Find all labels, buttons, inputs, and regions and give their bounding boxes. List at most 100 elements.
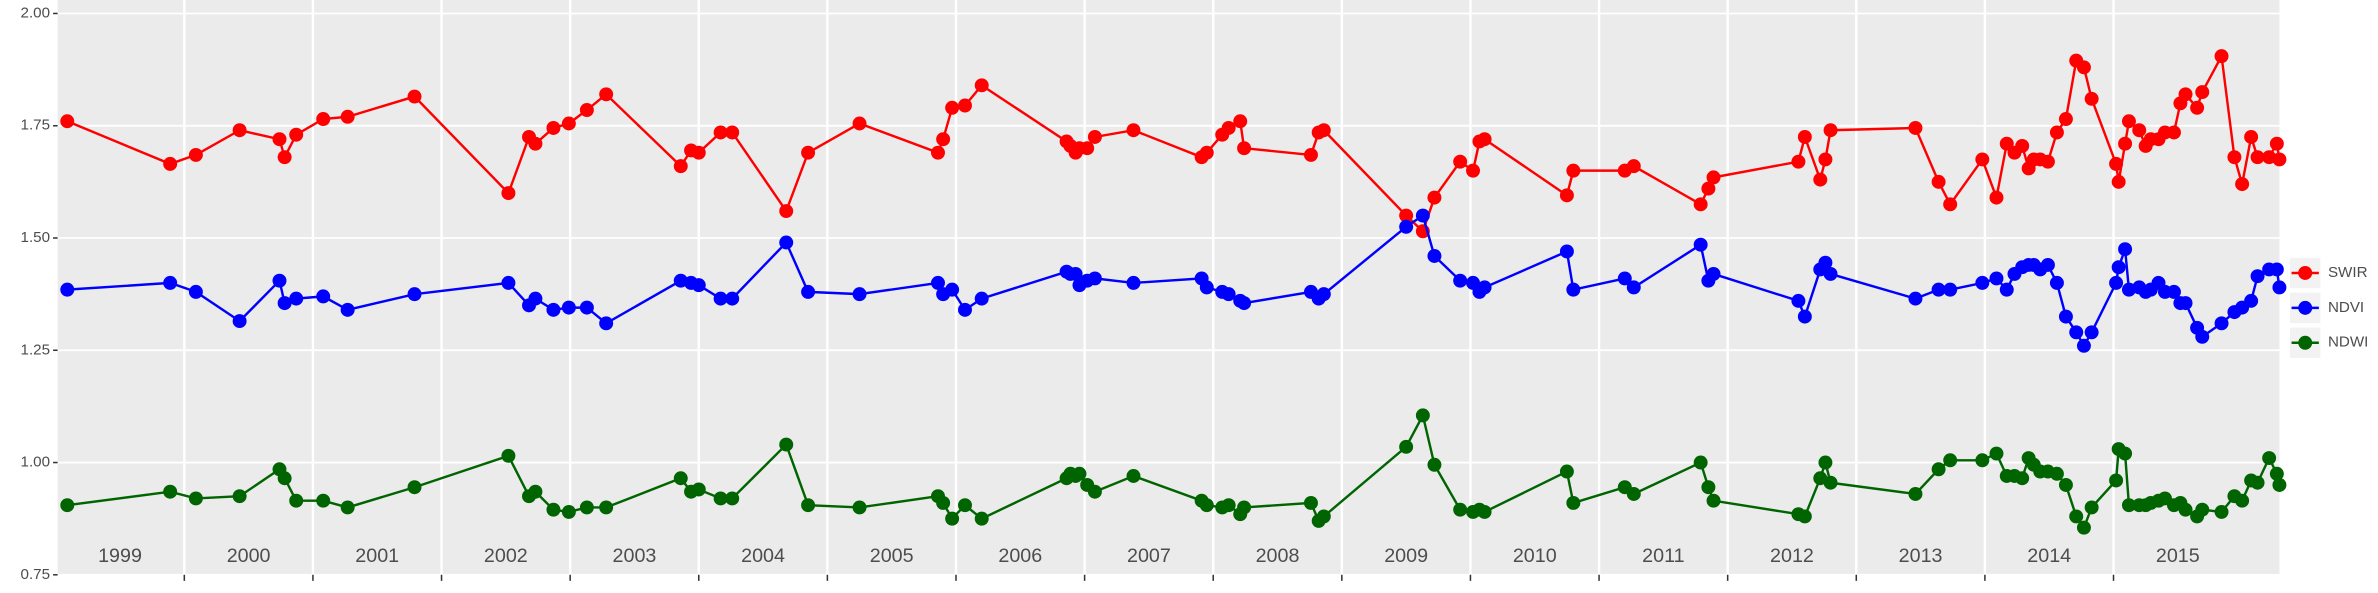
point bbox=[599, 500, 614, 515]
point bbox=[1823, 123, 1838, 138]
point bbox=[2272, 280, 2287, 295]
legend-label: NDWI bbox=[2328, 334, 2368, 351]
point bbox=[1818, 152, 1833, 167]
point bbox=[289, 291, 304, 306]
point bbox=[316, 112, 331, 126]
point bbox=[1072, 466, 1087, 481]
point bbox=[974, 291, 989, 306]
year-label: 2009 bbox=[1384, 545, 1428, 567]
point bbox=[1126, 469, 1141, 483]
point bbox=[2040, 154, 2055, 169]
point bbox=[2118, 136, 2133, 151]
legend-label: SWIR bbox=[2328, 264, 2368, 281]
point bbox=[2121, 498, 2136, 513]
point bbox=[1221, 498, 1236, 513]
year-label: 2000 bbox=[227, 545, 271, 567]
point bbox=[691, 482, 706, 497]
year-label: 2008 bbox=[1256, 545, 1300, 567]
point bbox=[1908, 121, 1923, 135]
point bbox=[188, 284, 203, 299]
point bbox=[2214, 504, 2229, 519]
point bbox=[2058, 309, 2073, 324]
point bbox=[1453, 154, 1468, 169]
year-label: 2004 bbox=[741, 545, 785, 567]
point bbox=[725, 491, 740, 506]
point bbox=[2069, 325, 2084, 340]
point bbox=[1399, 208, 1414, 223]
point bbox=[1626, 486, 1641, 501]
point bbox=[277, 471, 292, 486]
point bbox=[725, 125, 740, 140]
point bbox=[1477, 504, 1492, 519]
point bbox=[1068, 266, 1083, 281]
point bbox=[2244, 293, 2259, 308]
point bbox=[2049, 275, 2064, 290]
point bbox=[2049, 125, 2064, 140]
legend-point bbox=[2298, 300, 2313, 315]
point bbox=[1626, 280, 1641, 295]
point bbox=[852, 287, 867, 302]
point bbox=[936, 495, 951, 510]
point bbox=[2235, 177, 2250, 192]
point bbox=[1989, 190, 2004, 205]
point bbox=[2166, 125, 2181, 140]
point bbox=[2118, 242, 2133, 257]
point bbox=[974, 78, 989, 93]
point bbox=[1087, 484, 1102, 499]
point bbox=[2250, 475, 2265, 490]
point bbox=[2076, 520, 2091, 535]
point bbox=[2069, 509, 2084, 524]
y-tick-label: 1.25 bbox=[21, 341, 51, 358]
point bbox=[801, 498, 816, 513]
point bbox=[945, 511, 960, 526]
point bbox=[1566, 495, 1581, 510]
point bbox=[2166, 284, 2181, 299]
y-tick-label: 1.75 bbox=[21, 117, 51, 134]
point bbox=[779, 204, 794, 219]
point bbox=[1797, 309, 1812, 324]
point bbox=[1199, 280, 1214, 295]
point bbox=[340, 302, 355, 317]
point bbox=[1566, 282, 1581, 297]
point bbox=[1797, 509, 1812, 524]
point bbox=[316, 493, 331, 508]
point bbox=[272, 132, 287, 147]
legend-point bbox=[2298, 335, 2313, 350]
point bbox=[2272, 152, 2287, 167]
point bbox=[1791, 154, 1806, 169]
point bbox=[1427, 457, 1442, 472]
point bbox=[2214, 49, 2229, 64]
point bbox=[2058, 112, 2073, 126]
point bbox=[1126, 275, 1141, 290]
point bbox=[945, 100, 960, 115]
y-tick-label: 0.75 bbox=[21, 566, 51, 583]
point bbox=[2178, 87, 2193, 102]
point bbox=[2109, 275, 2124, 290]
point bbox=[1559, 244, 1574, 259]
point bbox=[528, 291, 543, 306]
point bbox=[936, 132, 951, 147]
point bbox=[60, 498, 75, 513]
point bbox=[2121, 114, 2136, 129]
point bbox=[1303, 147, 1318, 162]
point bbox=[1427, 190, 1442, 205]
point bbox=[599, 316, 614, 331]
point bbox=[599, 87, 614, 102]
point bbox=[1080, 141, 1095, 156]
year-label: 2010 bbox=[1513, 545, 1557, 567]
point bbox=[2195, 502, 2210, 517]
point bbox=[316, 289, 331, 304]
point bbox=[1791, 293, 1806, 308]
point bbox=[1943, 282, 1958, 297]
year-label: 2005 bbox=[870, 545, 914, 567]
point bbox=[1989, 446, 2004, 461]
point bbox=[579, 103, 594, 118]
point bbox=[1999, 282, 2014, 297]
point bbox=[2190, 100, 2205, 115]
point bbox=[958, 498, 972, 513]
point bbox=[1477, 280, 1492, 295]
point bbox=[1566, 163, 1581, 178]
point bbox=[2262, 451, 2277, 466]
point bbox=[1415, 408, 1430, 423]
point bbox=[2040, 257, 2055, 272]
